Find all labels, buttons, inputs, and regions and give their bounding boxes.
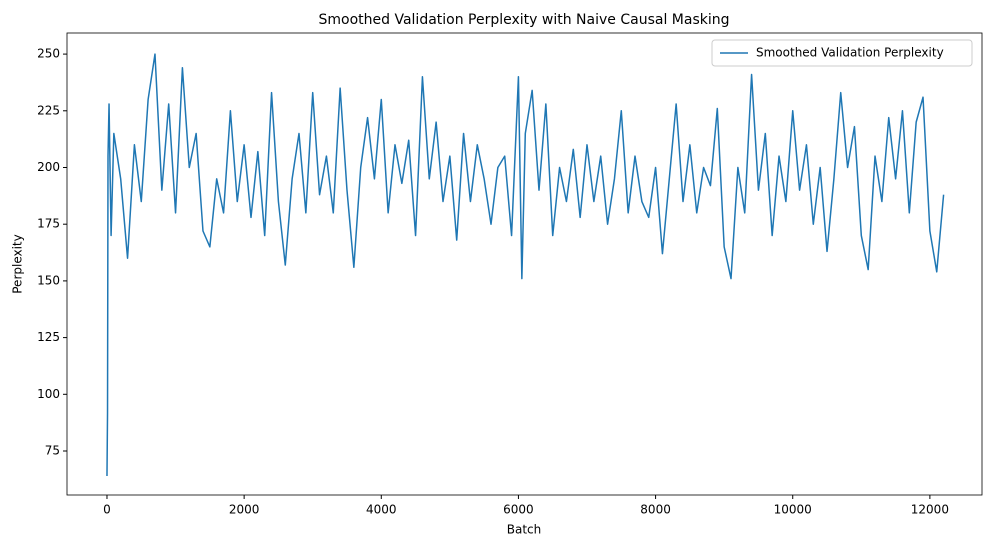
x-tick-label: 2000: [229, 503, 260, 517]
legend-box: [711, 39, 973, 67]
plot-frame: [66, 32, 983, 496]
x-tick-label: 6000: [503, 503, 534, 517]
x-tick-label: 10000: [774, 503, 812, 517]
y-tick-label: 150: [37, 273, 60, 287]
x-tick-label: 8000: [640, 503, 671, 517]
y-tick-label: 250: [37, 47, 60, 61]
data-line: [106, 53, 945, 476]
y-tick-label: 200: [37, 160, 60, 174]
y-tick-label: 225: [37, 103, 60, 117]
y-tick-label: 175: [37, 217, 60, 231]
x-tick-label: 4000: [366, 503, 397, 517]
y-tick-label: 75: [45, 444, 60, 458]
x-tick-label: 12000: [911, 503, 949, 517]
y-axis-label: Perplexity: [11, 234, 25, 294]
chart-title: Smoothed Validation Perplexity with Naiv…: [319, 12, 730, 28]
y-tick-label: 100: [37, 387, 60, 401]
x-tick-label: 0: [103, 503, 111, 517]
y-tick-label: 125: [37, 330, 60, 344]
legend-label: Smoothed Validation Perplexity: [756, 46, 944, 60]
x-axis-label: Batch: [507, 523, 542, 537]
